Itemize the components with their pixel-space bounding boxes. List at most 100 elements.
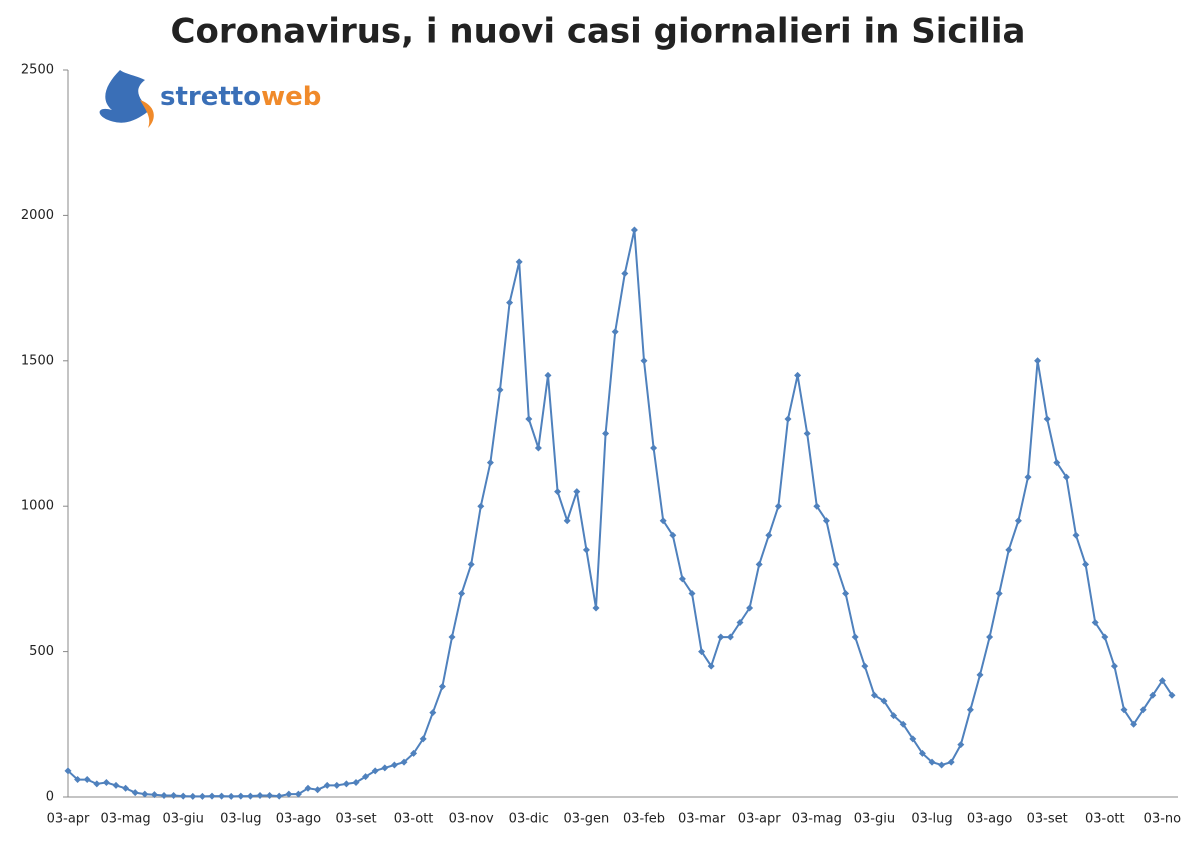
data-point [928,758,936,766]
data-point [410,749,418,757]
data-point [573,488,581,496]
data-point [419,735,427,743]
data-point [794,371,802,379]
data-point [755,560,763,568]
x-tick-label: 03-lug [911,812,952,827]
data-point [986,633,994,641]
data-point [774,502,782,510]
data-point [851,633,859,641]
x-tick-label: 03-giu [163,812,204,827]
data-point [909,735,917,743]
data-point [659,517,667,525]
data-point [995,589,1003,597]
x-tick-label: 03-dic [509,812,549,827]
data-point [726,633,734,641]
data-point [237,792,245,800]
data-line [67,229,1173,798]
data-point [1149,691,1157,699]
x-tick-label: 03-apr [738,812,781,827]
data-point [1082,560,1090,568]
data-point [707,662,715,670]
x-tick-label: 03-feb [623,812,665,827]
data-point [246,792,254,800]
y-tick-label: 2500 [21,63,54,78]
data-point [678,575,686,583]
data-point [83,776,91,784]
data-point [285,790,293,798]
data-point [918,749,926,757]
data-point [1120,706,1128,714]
data-point [746,604,754,612]
data-point [93,780,101,788]
x-tick-label: 03-ago [276,812,321,827]
data-point [1005,546,1013,554]
data-point [160,792,168,800]
data-point [621,270,629,278]
data-point [899,720,907,728]
data-point [1024,473,1032,481]
data-point [563,517,571,525]
x-tick-label: 03-mag [792,812,842,827]
x-tick-label: 03-set [335,812,376,827]
data-point [525,415,533,423]
data-point [1034,357,1042,365]
data-point [650,444,658,452]
data-point [515,258,523,266]
data-point [275,792,283,800]
x-tick-label: 03-ott [1085,812,1125,827]
data-point [736,619,744,627]
x-tick-label: 03-nov [449,812,494,827]
data-point [208,792,216,800]
data-point [870,691,878,699]
data-point [669,531,677,539]
data-point [256,792,264,800]
data-point [131,789,139,797]
data-point [602,430,610,437]
logo: strettoweb [99,70,321,128]
data-point [861,662,869,670]
x-tick-label: 03-set [1027,812,1068,827]
data-point [122,784,130,792]
data-point [141,790,149,798]
data-point [150,791,158,799]
data-point [362,773,370,781]
data-point [429,709,437,717]
data-point [880,697,888,705]
logo-part1: stretto [160,82,261,112]
data-point [717,633,725,641]
y-tick-label: 500 [29,644,54,659]
data-point [506,299,514,307]
data-point [832,560,840,568]
data-point [813,502,821,510]
data-point [688,589,696,597]
data-point [390,761,398,769]
data-point [179,792,187,800]
data-point [266,792,274,800]
data-point [352,778,360,786]
data-point [890,712,898,720]
data-point [1101,633,1109,641]
data-point [1062,473,1070,481]
data-point [198,792,206,800]
x-tick-label: 03-gen [564,812,610,827]
data-point [371,767,379,775]
x-tick-label: 03-mag [101,812,151,827]
data-point [170,792,178,800]
data-point [314,786,322,794]
data-point [294,790,302,798]
data-point [496,386,504,394]
data-point [534,444,542,452]
data-point [640,357,648,365]
data-point [438,682,446,690]
y-tick-label: 1500 [21,353,54,368]
x-tick-label: 03-no [1144,812,1181,827]
data-point [976,671,984,679]
data-point [947,758,955,766]
data-point [333,781,341,789]
data-point [554,488,562,496]
data-point [582,546,590,554]
data-point [74,776,82,784]
data-point [1130,720,1138,728]
x-tick-label: 03-mar [678,812,726,827]
